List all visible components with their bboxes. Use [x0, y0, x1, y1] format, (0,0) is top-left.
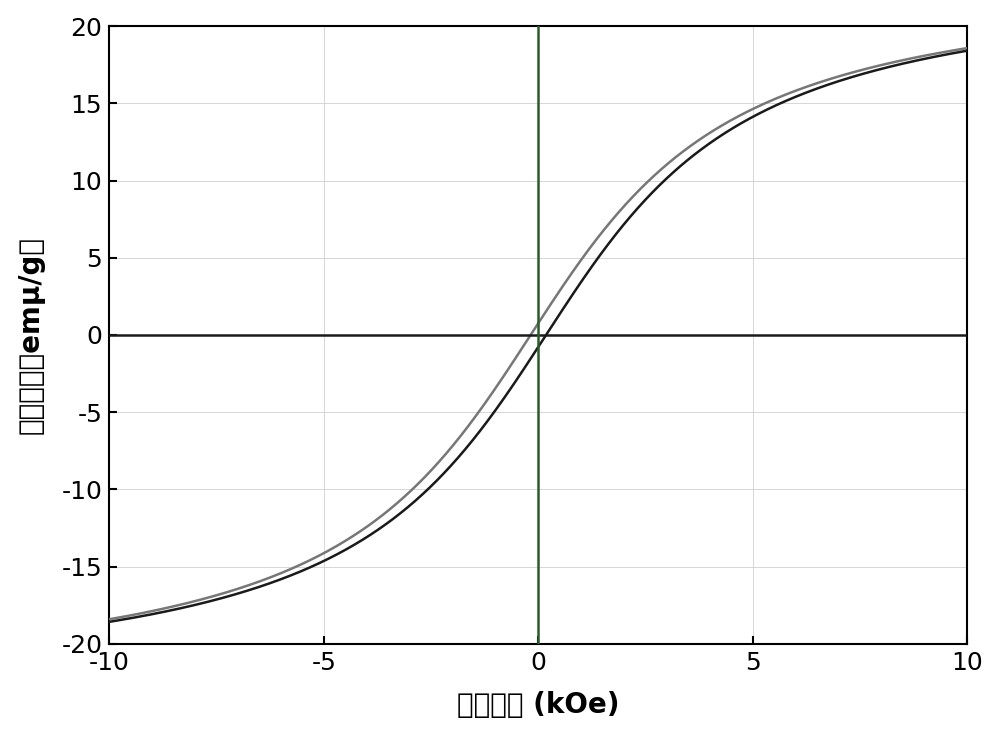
X-axis label: 磁场强度 (kOe): 磁场强度 (kOe): [457, 691, 620, 719]
Y-axis label: 磁化强度（emμ/g）: 磁化强度（emμ/g）: [17, 236, 45, 434]
